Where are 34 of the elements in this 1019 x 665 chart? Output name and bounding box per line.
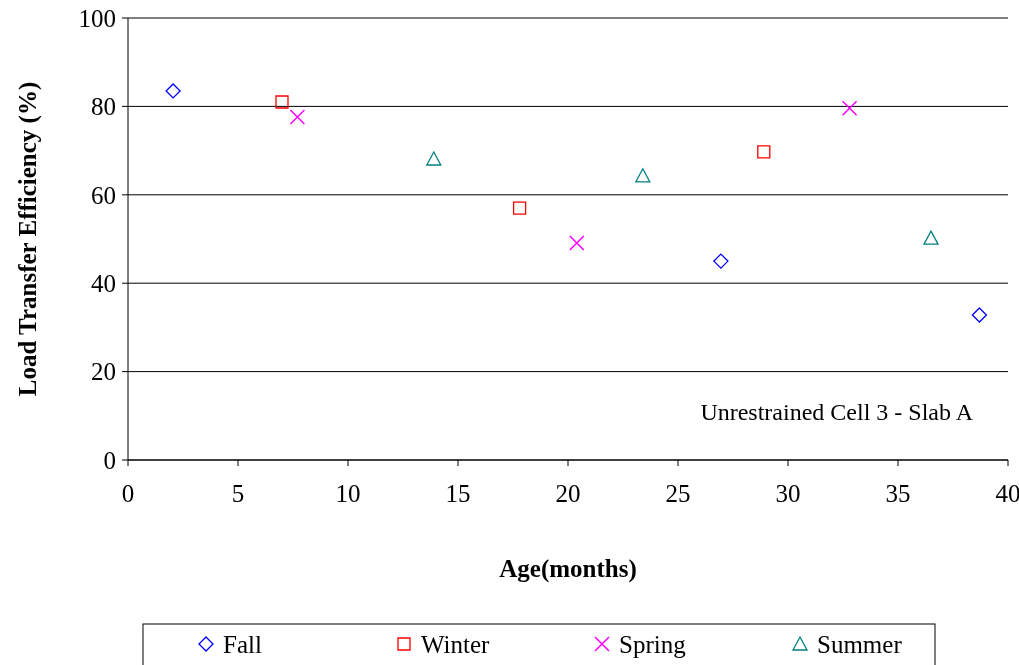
- x-tick-label: 40: [995, 480, 1019, 507]
- point: [426, 151, 442, 166]
- legend-label: Winter: [421, 631, 491, 658]
- x-tick-label: 30: [775, 480, 801, 507]
- x-tick-label: 35: [885, 480, 911, 507]
- point: [165, 83, 181, 99]
- point: [275, 95, 289, 109]
- x-axis-title: Age(months): [499, 555, 637, 583]
- y-tick-label: 60: [91, 181, 116, 209]
- point: [635, 168, 651, 183]
- point: [923, 230, 939, 245]
- x-tick-label: 0: [121, 480, 135, 507]
- x-tick-label: 5: [231, 480, 245, 507]
- y-tick-label: 80: [91, 93, 116, 121]
- x-tick-label: 10: [335, 480, 361, 507]
- point: [512, 201, 527, 215]
- x-tick-label: 20: [555, 480, 581, 507]
- annotation: Unrestrained Cell 3 - Slab A: [700, 399, 974, 425]
- y-tick-label: 100: [78, 4, 116, 32]
- point: [757, 145, 771, 159]
- y-tick-label: 20: [91, 358, 116, 386]
- legend-label: Fall: [223, 631, 262, 658]
- point: [713, 253, 729, 269]
- legend-label: Summer: [817, 631, 903, 658]
- legend-label: Spring: [619, 631, 687, 658]
- y-axis-title: Load Transfer Efficiency (%): [14, 81, 42, 397]
- y-tick-label: 40: [91, 269, 116, 297]
- x-tick-label: 25: [665, 480, 691, 507]
- point: [841, 100, 858, 116]
- x-tick-label: 15: [445, 480, 471, 507]
- point: [289, 109, 306, 125]
- y-tick-label: 0: [103, 446, 116, 474]
- point: [569, 235, 585, 251]
- point: [971, 307, 988, 323]
